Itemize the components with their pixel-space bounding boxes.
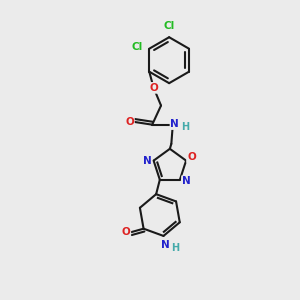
Text: N: N xyxy=(182,176,191,186)
Text: O: O xyxy=(122,227,130,237)
Text: O: O xyxy=(125,117,134,127)
Text: Cl: Cl xyxy=(164,21,175,31)
Text: N: N xyxy=(160,240,169,250)
Text: O: O xyxy=(187,152,196,162)
Text: N: N xyxy=(143,156,152,166)
Text: O: O xyxy=(149,83,158,93)
Text: N: N xyxy=(170,119,179,129)
Text: Cl: Cl xyxy=(131,42,142,52)
Text: H: H xyxy=(181,122,189,132)
Text: H: H xyxy=(171,243,179,253)
